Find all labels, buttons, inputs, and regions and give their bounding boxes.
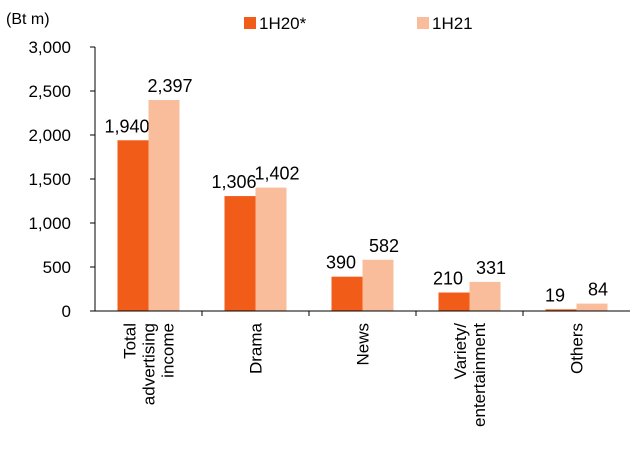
x-category-label-line: Drama bbox=[247, 322, 266, 374]
data-label: 331 bbox=[476, 258, 506, 278]
y-tick-label: 3,000 bbox=[28, 38, 71, 57]
x-category-label-line: advertising bbox=[140, 323, 159, 405]
x-axis: Total advertising income Drama News Variety/e… bbox=[95, 310, 630, 427]
y-tick-label: 1,000 bbox=[28, 214, 71, 233]
y-tick-label: 1,500 bbox=[28, 170, 71, 189]
bar-series-2 bbox=[255, 187, 287, 311]
bar-series-1 bbox=[224, 196, 256, 311]
bar-series-2 bbox=[469, 281, 501, 311]
x-category-label: Others bbox=[568, 323, 587, 374]
bar-series-1 bbox=[117, 140, 149, 311]
data-label: 1,306 bbox=[211, 172, 256, 192]
bar-series-1 bbox=[331, 276, 363, 311]
legend-label-1: 1H20* bbox=[259, 14, 307, 33]
x-category-label-line: Variety/ bbox=[451, 323, 470, 380]
data-label: 84 bbox=[588, 280, 608, 300]
legend-swatch-1 bbox=[244, 17, 256, 29]
x-category-label: Variety/entertainment bbox=[451, 323, 489, 427]
bar-series-2 bbox=[148, 100, 180, 312]
x-category-label: Drama bbox=[247, 322, 266, 374]
y-tick-label: 2,000 bbox=[28, 126, 71, 145]
bar-series-1 bbox=[438, 292, 470, 311]
data-label: 1,402 bbox=[254, 164, 299, 184]
bar-series-2 bbox=[576, 303, 608, 311]
x-category-label-line: News bbox=[354, 323, 373, 366]
legend-label-2: 1H21 bbox=[432, 14, 473, 33]
x-category-label-line: Total bbox=[121, 323, 140, 359]
x-category-label-line: income bbox=[159, 323, 178, 378]
x-category-label: News bbox=[354, 323, 373, 366]
bar-series-1 bbox=[545, 309, 577, 311]
data-label: 582 bbox=[369, 236, 399, 256]
data-label: 1,940 bbox=[104, 116, 149, 136]
y-tick-label: 2,500 bbox=[28, 82, 71, 101]
data-label: 390 bbox=[326, 253, 356, 273]
data-label: 2,397 bbox=[147, 76, 192, 96]
legend-swatch-2 bbox=[417, 17, 429, 29]
data-label: 19 bbox=[545, 285, 565, 305]
x-category-label-line: Others bbox=[568, 323, 587, 374]
y-axis: 0 500 1,000 1,500 2,000 2,500 3,000 bbox=[28, 38, 96, 321]
y-tick-label: 500 bbox=[43, 258, 71, 277]
y-tick-label: 0 bbox=[62, 302, 71, 321]
legend: 1H20* 1H21 bbox=[244, 14, 473, 33]
unit-label: (Bt m) bbox=[6, 11, 50, 28]
x-category-label-line: entertainment bbox=[470, 323, 489, 427]
bar-series-2 bbox=[362, 259, 394, 311]
x-category-label: Total advertising income bbox=[121, 323, 178, 405]
data-label: 210 bbox=[433, 269, 463, 289]
